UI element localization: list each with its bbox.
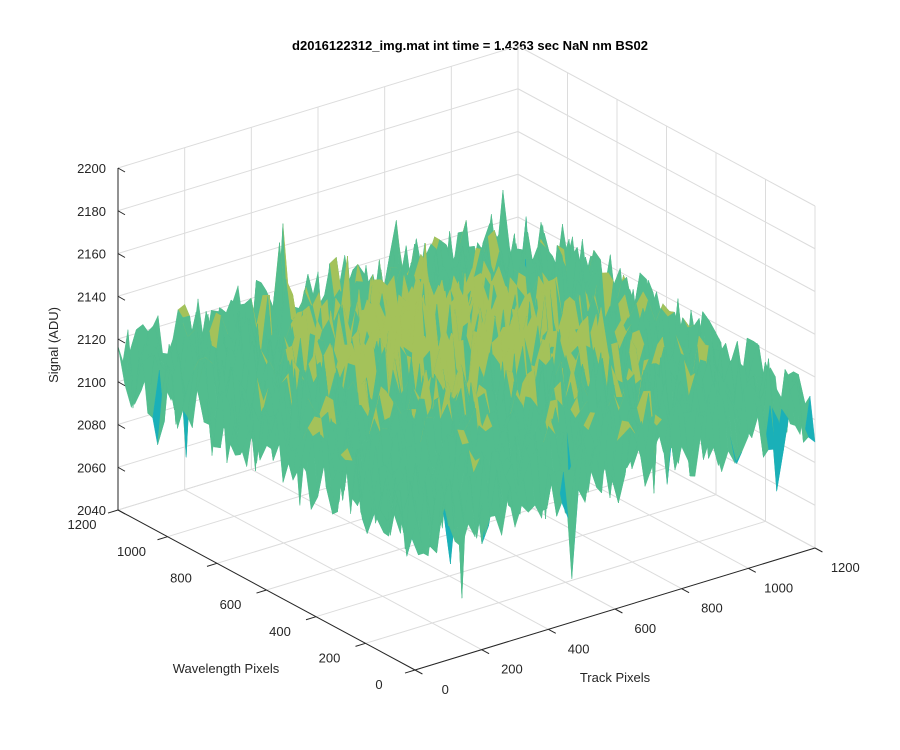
z-tick-mark (117, 210, 126, 216)
z-tick-mark (117, 424, 126, 429)
z-tick-label: 2100 (77, 375, 106, 390)
grid-line-y (365, 520, 766, 644)
y-tick-label: 0 (375, 677, 382, 692)
y-tick-mark (107, 509, 119, 514)
z-tick-mark (117, 338, 126, 344)
x-tick-mark (548, 628, 556, 634)
x-tick-label: 1000 (764, 580, 793, 595)
surface-mesh (117, 190, 816, 599)
y-tick-mark (206, 562, 218, 567)
y-tick-label: 1200 (68, 517, 97, 532)
z-tick-mark (117, 295, 126, 301)
x-tick-mark (614, 608, 623, 614)
x-tick-mark (414, 669, 423, 675)
z-axis-label: Signal (ADU) (46, 307, 61, 383)
x-tick-mark (814, 547, 823, 553)
tick-labels: 0 200 400 600 800 1000 1200 0 200 400 600 800 1000 12… (68, 161, 860, 697)
x-tick-label: 400 (568, 641, 590, 656)
y-tick-mark (355, 642, 366, 647)
x-tick-mark (681, 588, 690, 594)
x-tick-label: 600 (634, 621, 656, 636)
chart-title: d2016122312_img.mat int time = 1.4363 se… (292, 38, 648, 53)
x-tick-label: 200 (501, 662, 523, 677)
x-tick-label: 800 (701, 601, 723, 616)
x-tick-label: 0 (442, 682, 449, 697)
surface-facet (409, 481, 422, 543)
z-tick-label: 2120 (77, 332, 106, 347)
z-tick-label: 2160 (77, 247, 106, 262)
y-tick-mark (305, 616, 317, 621)
x-tick-mark (748, 567, 756, 573)
y-tick-mark (404, 669, 416, 674)
z-tick-mark (117, 253, 126, 258)
x-axis-label: Track Pixels (580, 670, 651, 685)
z-tick-label: 2060 (77, 460, 106, 475)
axes (107, 167, 823, 675)
z-tick-mark (117, 466, 126, 472)
y-tick-mark (157, 536, 168, 541)
x-tick-label: 1200 (831, 560, 860, 575)
z-tick-mark (117, 509, 126, 515)
x-tick-mark (481, 649, 490, 655)
z-tick-label: 2040 (77, 503, 106, 518)
z-tick-label: 2180 (77, 204, 106, 219)
y-tick-label: 600 (220, 597, 242, 612)
y-tick-label: 1000 (117, 544, 146, 559)
y-axis-label: Wavelength Pixels (173, 661, 280, 676)
grid-line-y (315, 494, 717, 618)
y-tick-mark (256, 589, 267, 594)
y-tick-label: 400 (269, 624, 291, 639)
y-tick-label: 200 (319, 650, 341, 665)
z-tick-label: 2140 (77, 289, 106, 304)
z-tick-label: 2200 (77, 161, 106, 176)
z-tick-mark (117, 167, 126, 173)
y-tick-label: 800 (170, 570, 192, 585)
z-tick-mark (117, 381, 126, 387)
z-tick-label: 2080 (77, 418, 106, 433)
